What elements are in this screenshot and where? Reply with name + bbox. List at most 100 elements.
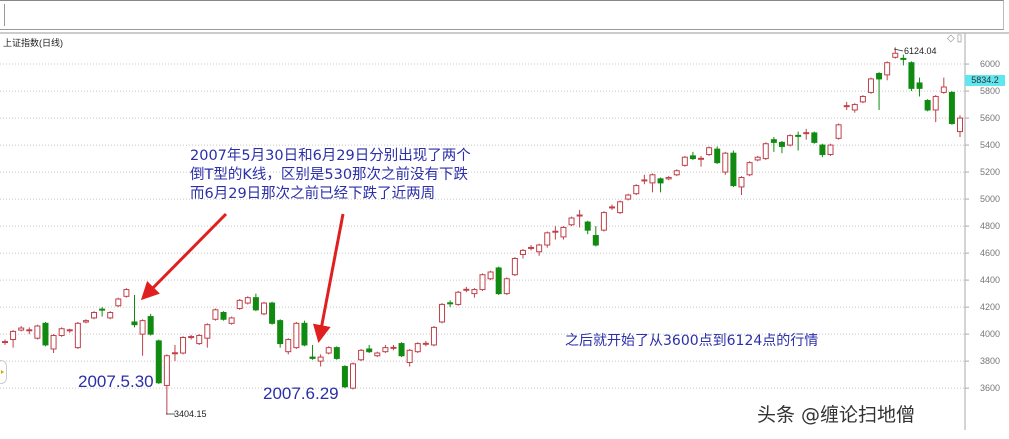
candle [803,128,810,140]
candle-body-down [447,302,454,305]
candle-body-up [26,329,33,332]
candle [641,174,648,185]
candle-body-down [147,316,154,335]
candle [366,344,373,354]
high-marker-label: 6124.04 [904,46,937,56]
candle-body-up [115,298,122,307]
candle-body-up [244,297,251,304]
candle-body-up [171,352,178,355]
candle-body-up [390,346,397,349]
candle-body-up [519,249,526,255]
watermark: 头条 @缠论扫地僧 [757,404,916,426]
candle-body-up [358,349,365,361]
candle [681,155,688,167]
candle-body-up [479,274,486,291]
candle-body-up [544,232,551,246]
candle-body-up [698,157,705,160]
y-tick-label: 5800 [980,86,1000,96]
candle [82,319,89,324]
candle [665,176,672,181]
candle [600,211,607,232]
candle-body-up [228,317,235,324]
candle-body-up [317,356,324,362]
y-tick-label: 5200 [980,167,1000,177]
candle [447,300,454,308]
candle-body-up [528,246,535,249]
candle [269,301,276,325]
window-control-icons[interactable]: ◇▯ [947,33,965,44]
candle-body-up [34,325,41,339]
candle-body-up [787,135,794,146]
candle [414,342,421,354]
candle [835,123,842,140]
candle-body-up [66,329,73,332]
arrows [140,212,345,343]
expand-panel-handle[interactable] [0,360,7,384]
candle-body-up [617,201,624,214]
candle [10,330,17,348]
candle [795,131,802,151]
candle-body-up [827,144,834,156]
candle-body-up [74,322,81,349]
candle [155,339,162,385]
candle-body-up [681,156,688,166]
candle [948,91,955,125]
candle-body-up [835,124,842,139]
annotation-line: 而6月29日那次之前已经下跌了近两周 [190,186,436,202]
candle [107,311,114,320]
candle [576,209,583,228]
candle-body-up [511,258,518,276]
candle [843,101,850,110]
arrow-to-6-29 [312,213,345,343]
candle-body-up [803,132,810,135]
date-label-5-30: 2007.5.30 [78,372,154,391]
candle [293,321,300,349]
candle [673,169,680,177]
candle [382,344,389,354]
y-tick-label: 4400 [980,275,1000,285]
candle-body-up [139,320,146,335]
candle [285,338,292,355]
candle [228,316,235,325]
candle [706,146,713,156]
candle [34,324,41,340]
main-annotation: 2007年5月30日和6月29日分别出现了两个 倒T型的K线，区别是530那次之… [190,147,530,204]
candle-body-up [487,271,494,280]
candle-body-up [552,230,559,233]
candle-body-up [754,156,761,161]
candle [439,303,446,324]
candle [698,155,705,167]
candle [204,323,211,348]
candle [139,319,146,356]
candle [74,321,81,349]
y-tick-label: 4000 [980,329,1000,339]
candle [471,288,478,298]
candle [422,340,429,347]
candle-body-up [374,352,381,357]
candle [91,311,98,320]
candle-body-down [42,322,49,346]
candle [325,346,332,355]
candle [42,321,49,347]
candle-body-up [576,214,583,217]
candle [406,348,413,367]
candle-body-down [584,221,591,231]
y-tick-label: 3800 [980,356,1000,366]
candle-body-up [608,206,615,209]
candle [746,161,753,177]
candle [957,115,963,137]
candle [301,320,308,347]
candle-body-up [212,309,219,320]
candle [350,362,357,390]
candle [592,226,599,247]
candle-body-down [398,343,405,357]
candle-body-up [236,299,243,309]
candle-body-up [123,289,130,297]
candle [252,293,259,312]
candle [171,344,178,362]
y-tick-label: 5400 [980,140,1000,150]
candle [277,319,284,348]
candle-body-up [18,327,25,331]
candle-body-up [204,324,211,339]
